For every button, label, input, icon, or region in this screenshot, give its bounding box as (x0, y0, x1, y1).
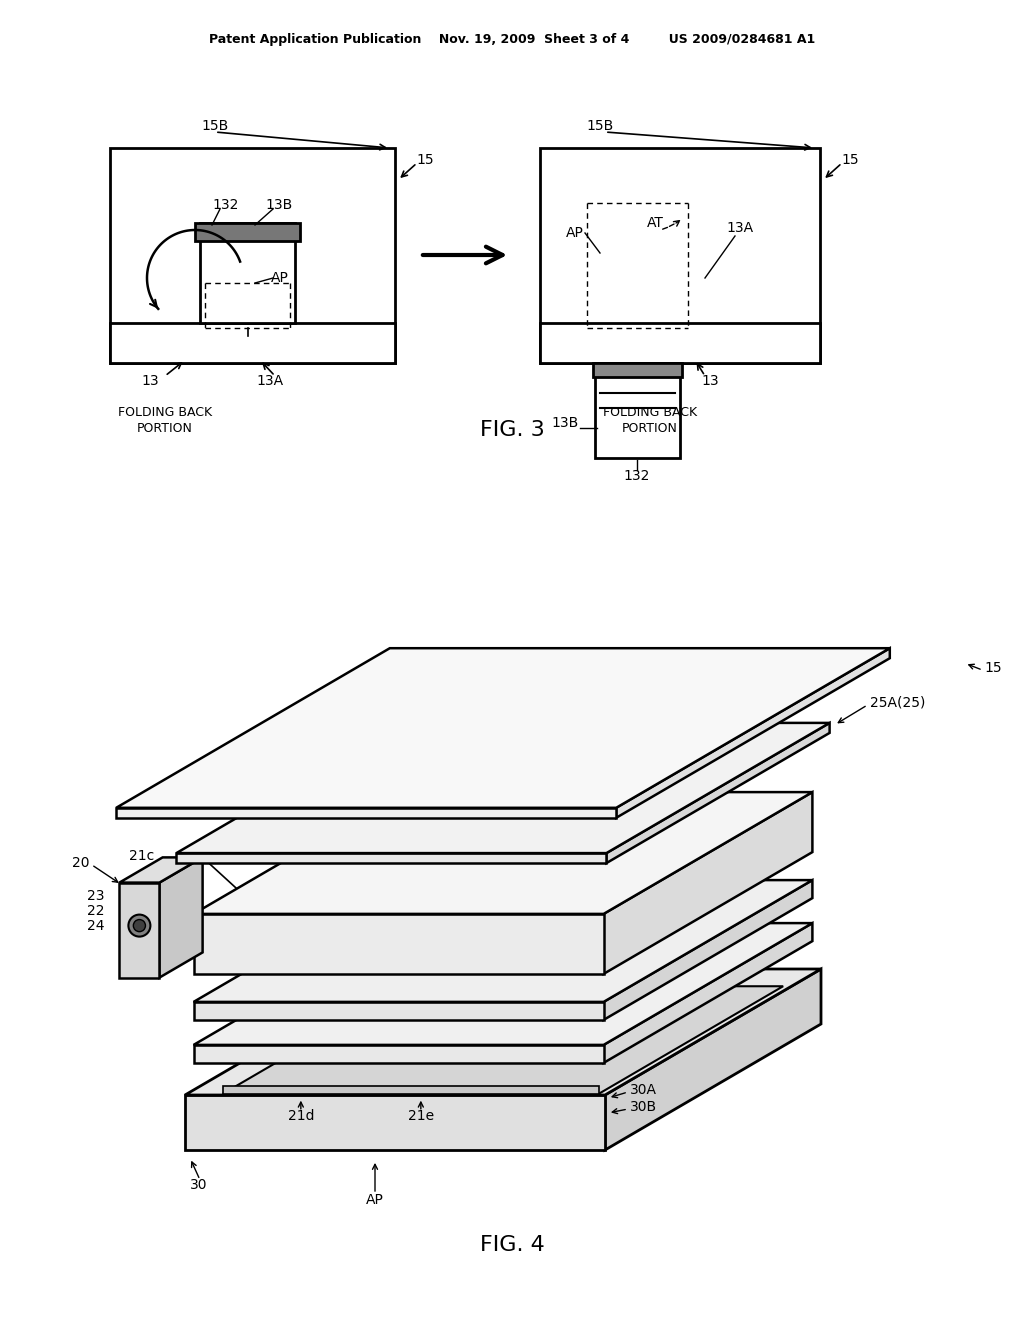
Polygon shape (603, 880, 812, 1020)
Text: 25A(25): 25A(25) (869, 696, 925, 710)
Text: 21e: 21e (408, 1109, 434, 1123)
Polygon shape (223, 986, 783, 1094)
Text: 13A: 13A (256, 374, 284, 388)
Polygon shape (120, 883, 160, 978)
Text: 13A: 13A (726, 220, 754, 235)
Text: FIG. 4: FIG. 4 (479, 1236, 545, 1255)
Text: 21d: 21d (288, 1109, 314, 1123)
Text: AT: AT (646, 216, 664, 230)
Text: 13: 13 (701, 374, 719, 388)
Polygon shape (160, 858, 203, 978)
Polygon shape (194, 880, 812, 1002)
Bar (540, 148, 820, 363)
Polygon shape (194, 792, 812, 913)
Bar (200, 223, 295, 323)
Text: 30: 30 (190, 1177, 208, 1192)
Text: 15B: 15B (587, 119, 613, 133)
Polygon shape (194, 913, 603, 974)
Text: 132: 132 (212, 198, 239, 213)
Text: FIG. 3: FIG. 3 (479, 420, 545, 440)
Polygon shape (194, 923, 812, 1045)
Text: 20: 20 (72, 855, 89, 870)
Polygon shape (194, 1045, 603, 1063)
Text: AP: AP (271, 271, 289, 285)
Polygon shape (176, 853, 606, 863)
Polygon shape (176, 723, 829, 853)
Bar (110, 148, 395, 363)
Text: 23: 23 (87, 890, 104, 903)
Text: 15: 15 (841, 153, 859, 168)
Text: AP: AP (566, 226, 584, 240)
Polygon shape (603, 923, 812, 1063)
Text: FOLDING BACK: FOLDING BACK (603, 407, 697, 420)
Text: 15: 15 (416, 153, 434, 168)
Text: PORTION: PORTION (622, 421, 678, 434)
Text: 13: 13 (141, 374, 159, 388)
Text: Patent Application Publication    Nov. 19, 2009  Sheet 3 of 4         US 2009/02: Patent Application Publication Nov. 19, … (209, 33, 815, 46)
Text: 30B: 30B (630, 1100, 657, 1114)
Text: 21c: 21c (129, 849, 155, 862)
Polygon shape (120, 858, 203, 883)
Polygon shape (185, 969, 821, 1096)
Text: FOLDING BACK: FOLDING BACK (118, 407, 212, 420)
Text: 13B: 13B (265, 198, 292, 213)
Ellipse shape (128, 915, 151, 937)
Polygon shape (116, 808, 616, 818)
Text: 21b: 21b (634, 972, 660, 986)
Bar (195, 223, 300, 242)
Polygon shape (606, 723, 829, 863)
Bar (593, 363, 682, 378)
Text: AP: AP (366, 1193, 384, 1206)
Polygon shape (185, 1096, 605, 1150)
Text: PORTION: PORTION (137, 421, 193, 434)
Ellipse shape (133, 920, 145, 932)
Polygon shape (605, 969, 821, 1150)
Polygon shape (116, 648, 890, 808)
Polygon shape (223, 1086, 599, 1094)
Text: 22: 22 (87, 904, 104, 919)
Text: 21: 21 (634, 932, 651, 946)
Text: 30A: 30A (630, 1082, 657, 1097)
Bar (540, 323, 820, 363)
Text: 15B: 15B (202, 119, 228, 133)
Text: 13B: 13B (551, 416, 579, 430)
Polygon shape (194, 1002, 603, 1020)
Text: 21a: 21a (634, 902, 659, 916)
Text: 25B(25): 25B(25) (634, 997, 689, 1011)
Text: 15: 15 (985, 661, 1002, 676)
Bar (110, 323, 395, 363)
Bar (595, 363, 680, 458)
Text: 21f: 21f (634, 919, 656, 933)
Text: 24: 24 (87, 919, 104, 933)
Polygon shape (603, 792, 812, 974)
Polygon shape (616, 648, 890, 818)
Text: 132: 132 (624, 469, 650, 483)
